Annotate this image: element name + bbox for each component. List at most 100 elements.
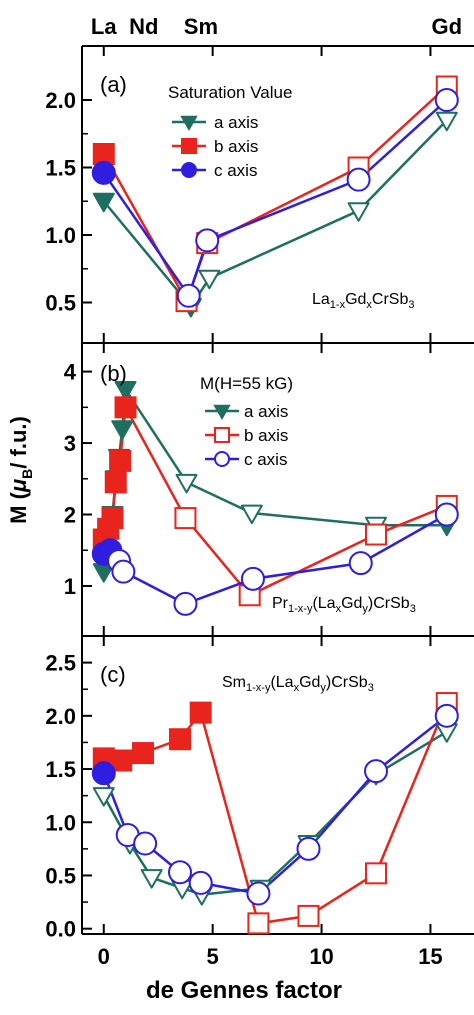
legend-marker [214, 427, 230, 443]
panel-label: (a) [100, 72, 127, 97]
panel-label: (b) [100, 361, 127, 386]
series-markers-c [91, 703, 459, 906]
marker-circle [168, 860, 192, 885]
series-markers-c [91, 88, 459, 308]
panel-c: 0.0 0.5 1.0 1.5 2.0 2.5 0 5 10 15 (c) Sm1-x-y(LaxGd… [45, 635, 474, 969]
legend-marker [180, 115, 198, 132]
marker-triangle-down [92, 787, 115, 807]
marker-triangle-down [198, 269, 221, 290]
series-line-c [102, 714, 448, 895]
marker-square [247, 912, 270, 935]
element-label: La [91, 14, 117, 39]
marker-square [131, 742, 154, 765]
y-tick-label: 1 [64, 574, 76, 599]
marker-circle [188, 870, 213, 895]
marker-square [110, 749, 133, 772]
marker-circle [434, 88, 459, 112]
x-tick-label: 5 [207, 944, 219, 969]
marker-triangle-down [175, 473, 198, 494]
y-axis-title: M (μB/ f.u.) [6, 416, 35, 524]
element-label: Gd [431, 14, 462, 39]
marker-square [101, 507, 124, 530]
marker-square [365, 862, 387, 885]
marker-square [297, 904, 320, 927]
panel-a: 0.5 1.0 1.5 2.0 (a) Saturation Value a axis b a… [45, 45, 474, 344]
y-tick-label: 0.5 [45, 863, 76, 888]
y-tick-label: 1.0 [45, 223, 76, 248]
marker-circle [346, 167, 371, 192]
marker-square [189, 701, 212, 724]
marker-circle [296, 836, 321, 861]
marker-circle [173, 591, 198, 616]
marker-triangle-down [240, 504, 263, 525]
y-tick-label: 2.5 [45, 651, 76, 676]
y-tick-label: 2 [64, 503, 76, 528]
marker-square [114, 396, 137, 419]
panel-label: (c) [100, 662, 126, 687]
marker-triangle-down [111, 420, 134, 440]
marker-circle [111, 559, 136, 584]
x-tick-label: 10 [309, 944, 333, 969]
y-tick-label: 2.0 [45, 88, 76, 113]
series-line-b [103, 702, 448, 925]
marker-square [104, 471, 127, 494]
x-tick-label: 15 [418, 944, 442, 969]
y-label-mu: μ [6, 479, 31, 493]
legend-title: M(H=55 kG) [200, 374, 293, 393]
marker-triangle-down [114, 380, 137, 401]
marker-triangle-down [140, 869, 163, 889]
marker-circle [348, 551, 373, 576]
marker-square [109, 449, 132, 472]
legend-item-label: a axis [214, 113, 258, 132]
y-tick-label: 1.5 [45, 757, 76, 782]
y-tick-label: 0.5 [45, 291, 76, 316]
legend: Saturation Value a axis b axis c axis [168, 83, 292, 180]
series-line-c [102, 99, 448, 297]
y-label-suffix: / f.u.) [6, 416, 31, 469]
compound-formula: Sm1-x-y(LaxGdy)CrSb3 [222, 674, 374, 694]
compound-formula: La1-xGdxCrSb3 [312, 291, 415, 311]
marker-circle [133, 831, 158, 856]
legend-marker [213, 404, 231, 421]
compound-formula: Pr1-x-y(LaxGdy)CrSb3 [272, 595, 416, 615]
marker-circle [364, 759, 388, 784]
legend: M(H=55 kG) a axis b axis c axis [200, 374, 293, 469]
y-axis-label: M (μB/ f.u.) [6, 416, 35, 524]
marker-triangle-down [92, 192, 115, 213]
marker-circle [434, 502, 459, 527]
legend-marker [181, 138, 197, 154]
y-tick-label: 3 [64, 431, 76, 456]
series-markers-a [92, 111, 458, 318]
marker-circle [246, 881, 271, 906]
legend-item-label: b axis [244, 426, 288, 445]
marker-square [174, 507, 197, 530]
marker-triangle-down [435, 111, 458, 132]
marker-circle [176, 283, 201, 308]
x-axis-label: de Gennes factor [146, 977, 342, 1004]
legend-item-label: c axis [214, 161, 257, 180]
marker-circle [195, 228, 220, 253]
y-tick-label: 4 [64, 360, 77, 385]
legend-item-label: b axis [214, 137, 258, 156]
legend-title: Saturation Value [168, 83, 292, 102]
marker-circle [434, 703, 459, 728]
y-tick-label: 1.0 [45, 810, 76, 835]
marker-circle [91, 160, 116, 185]
y-label-prefix: M ( [6, 491, 31, 523]
element-label: Nd [129, 14, 158, 39]
legend-marker [214, 451, 230, 467]
marker-circle [240, 566, 265, 591]
legend-marker [181, 162, 197, 178]
marker-triangle-down [347, 202, 370, 222]
marker-square [365, 523, 387, 546]
x-tick-label: 0 [98, 944, 110, 969]
series-markers-b [92, 75, 458, 313]
element-label: Sm [184, 14, 218, 39]
element-labels: La Nd Sm Gd [91, 14, 462, 39]
y-label-sub: B [19, 469, 35, 479]
y-tick-label: 1.5 [45, 156, 76, 181]
legend-item-label: a axis [244, 402, 288, 421]
legend-item-label: c axis [244, 450, 287, 469]
marker-circle [91, 761, 116, 786]
